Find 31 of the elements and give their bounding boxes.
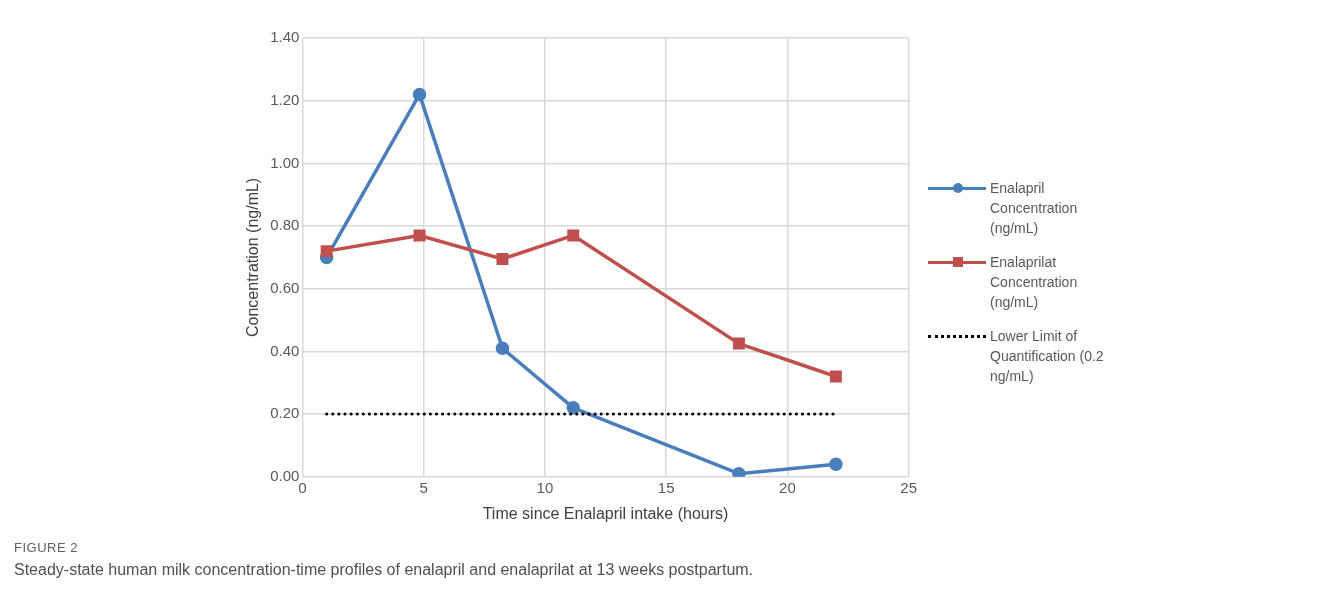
x-tick-label: 5: [419, 478, 428, 496]
y-tick-label: 1.20: [270, 90, 300, 108]
point: [413, 229, 426, 242]
point: [567, 229, 580, 242]
y-tick-label: 0.40: [270, 341, 300, 359]
y-axis-title: Concentration (ng/mL): [244, 177, 262, 337]
point: [320, 245, 333, 258]
legend-label: Enalapril Concentration (ng/mL): [990, 179, 1079, 238]
x-tick-label: 20: [779, 478, 796, 496]
y-tick-label: 1.00: [270, 153, 300, 171]
x-tick-label: 15: [657, 478, 675, 496]
point: [732, 337, 745, 350]
y-tick-label: 0.80: [270, 216, 300, 234]
y-tick-label: 1.40: [270, 28, 300, 46]
point: [495, 341, 510, 356]
point: [829, 370, 842, 383]
x-tick-label: 10: [536, 478, 554, 496]
x-tick-label: 25: [900, 478, 917, 496]
point: [566, 401, 581, 415]
legend-label: Enalaprilat Concentration (ng/mL): [990, 253, 1079, 312]
point: [829, 457, 843, 472]
point: [496, 252, 509, 265]
y-tick-label: 0.20: [270, 404, 300, 422]
x-axis-title: Time since Enalapril intake (hours): [482, 504, 729, 522]
y-tick-label: 0.00: [270, 466, 300, 484]
caption: FIGURE 2: [14, 540, 78, 555]
x-tick-label: 0: [298, 478, 307, 496]
y-tick-label: 0.60: [270, 278, 300, 296]
point: [412, 87, 427, 102]
text: Steady-state human milk concentration-time profiles of enalapril and enalaprilat at 13 weeks postpartum.: [14, 561, 754, 579]
legend-label: Lower Limit of Quantification (0.2 ng/mL): [990, 327, 1105, 386]
